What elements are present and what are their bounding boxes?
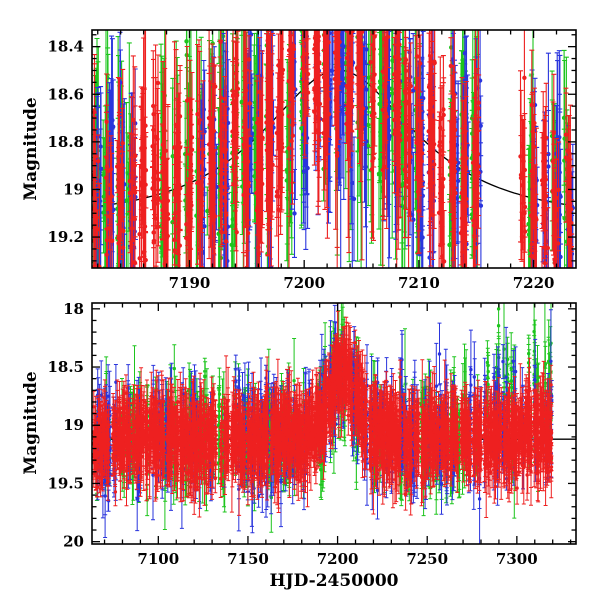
bottom-xtick-label: 7200 [317, 550, 359, 568]
bottom-xtick-label: 7100 [137, 550, 179, 568]
observatory-red-points [92, 338, 554, 497]
top-ytick-label: 19 [63, 181, 84, 199]
top-plot-area [92, 30, 576, 268]
panel-bottom: 7100 7150 7200 7250 7300 18 18.5 19 19.5 20 [47, 300, 577, 568]
top-xtick-label: 7210 [398, 274, 440, 292]
top-y-axis-label: Magnitude [21, 97, 41, 201]
bottom-ytick-label: 18.5 [47, 358, 84, 376]
top-ytick-label: 19.2 [47, 228, 84, 246]
bottom-ytick-label: 19.5 [47, 475, 84, 493]
bottom-tick-labels: 7100 7150 7200 7250 7300 18 18.5 19 19.5 20 [47, 300, 537, 568]
top-ytick-label: 18.8 [47, 133, 84, 151]
top-ytick-label: 18.6 [47, 85, 84, 103]
bottom-ytick-label: 19 [63, 416, 84, 434]
top-ticks [92, 30, 576, 268]
top-tick-labels: 7190 7200 7210 7220 18.4 18.6 18.8 19 19.2 [47, 38, 554, 292]
bottom-ytick-label: 20 [63, 533, 84, 551]
bottom-ytick-label: 18 [63, 300, 84, 318]
top-ytick-label: 18.4 [47, 38, 84, 56]
bottom-xtick-label: 7150 [227, 550, 269, 568]
top-xtick-label: 7200 [283, 274, 325, 292]
bottom-xtick-label: 7250 [406, 550, 448, 568]
top-xtick-label: 7190 [169, 274, 211, 292]
top-xtick-label: 7220 [513, 274, 555, 292]
bottom-y-axis-label: Magnitude [21, 371, 41, 475]
panel-top: 7190 7200 7210 7220 18.4 18.6 18.8 19 19.2 [47, 29, 577, 292]
x-axis-label: HJD-2450000 [269, 571, 398, 591]
bottom-ticks [92, 303, 576, 544]
bottom-xtick-label: 7300 [496, 550, 538, 568]
top-frame [91, 29, 577, 269]
bottom-frame [91, 302, 577, 545]
bottom-plot-area [92, 303, 576, 544]
observatory-red-points [92, 30, 574, 268]
